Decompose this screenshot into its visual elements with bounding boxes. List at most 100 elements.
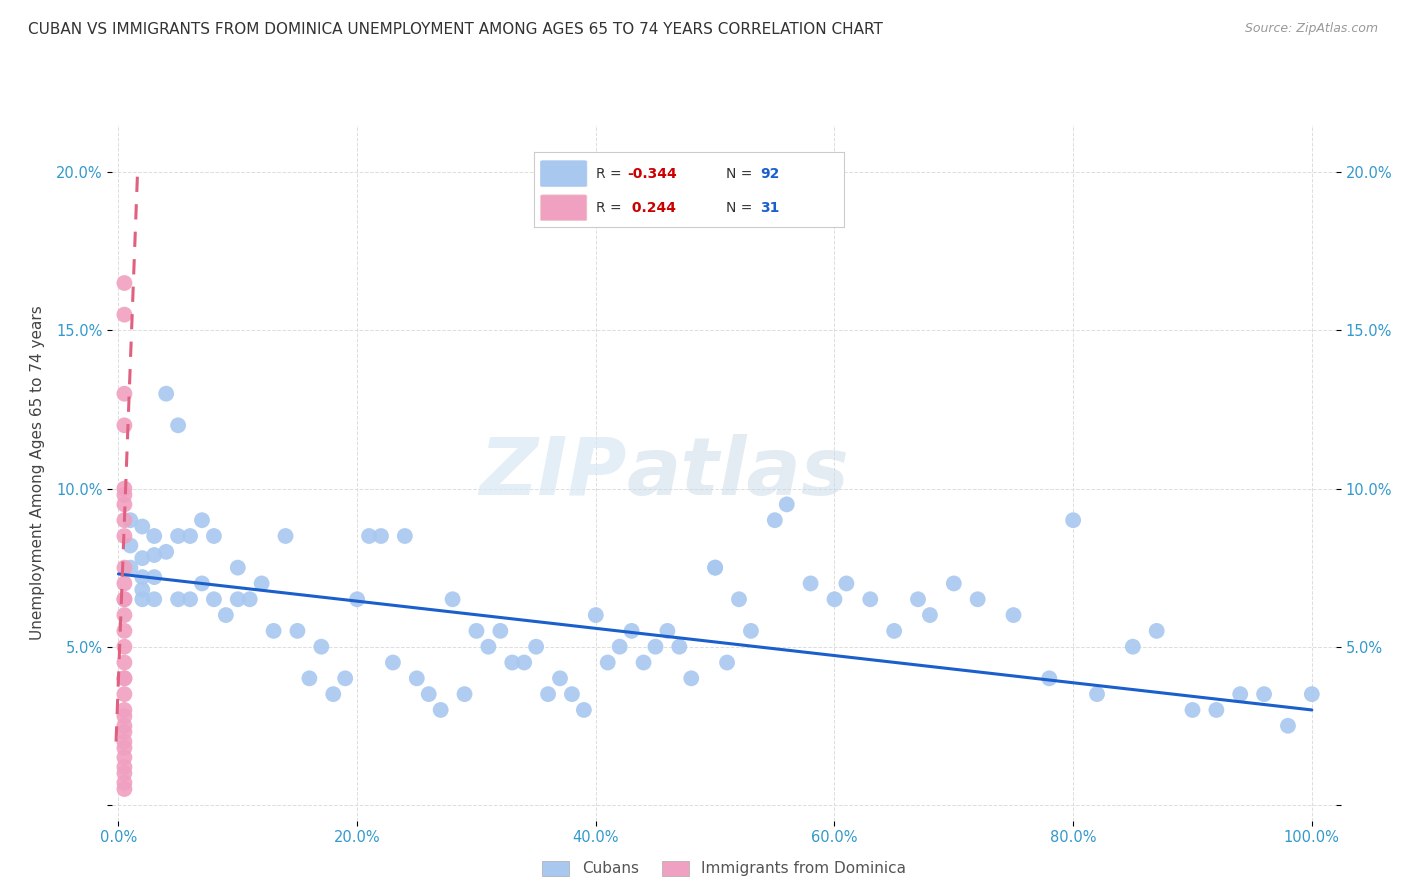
Point [763,513,786,527]
Point [112,734,135,748]
Point [668,640,690,654]
Point [1301,687,1323,701]
Point [465,624,488,638]
Point [1062,513,1084,527]
Point [226,592,249,607]
Point [418,687,440,701]
Point [942,576,965,591]
Point [202,529,225,543]
Point [716,656,738,670]
Point [112,308,135,322]
Point [120,539,142,553]
Point [112,529,135,543]
Point [800,576,823,591]
Point [429,703,451,717]
Point [776,497,799,511]
Point [155,545,177,559]
Point [112,624,135,638]
Point [112,740,135,755]
Point [477,640,499,654]
Point [112,782,135,797]
Point [191,513,214,527]
Point [112,497,135,511]
Point [167,592,190,607]
Text: R =: R = [596,167,626,180]
Point [357,529,380,543]
Point [120,513,142,527]
Point [609,640,631,654]
Text: 92: 92 [761,167,779,180]
Text: Source: ZipAtlas.com: Source: ZipAtlas.com [1244,22,1378,36]
Point [596,656,619,670]
Text: -0.344: -0.344 [627,167,676,180]
Point [704,560,727,574]
Point [620,624,643,638]
Point [370,529,392,543]
Point [441,592,464,607]
Point [501,656,523,670]
Point [191,576,214,591]
Point [131,570,153,584]
Point [143,529,166,543]
Point [263,624,285,638]
Point [112,488,135,502]
Point [524,640,547,654]
Point [1181,703,1204,717]
Point [202,592,225,607]
Point [112,766,135,780]
Point [143,548,166,562]
Point [704,560,727,574]
Point [112,386,135,401]
Text: CUBAN VS IMMIGRANTS FROM DOMINICA UNEMPLOYMENT AMONG AGES 65 TO 74 YEARS CORRELA: CUBAN VS IMMIGRANTS FROM DOMINICA UNEMPL… [28,22,883,37]
Text: ZIP: ZIP [479,434,626,512]
Text: 0.244: 0.244 [627,201,676,215]
Point [179,592,201,607]
Point [489,624,512,638]
Point [1229,687,1251,701]
Point [287,624,309,638]
Point [131,592,153,607]
Text: N =: N = [725,167,756,180]
Point [112,576,135,591]
Point [112,703,135,717]
Point [633,656,655,670]
Point [131,551,153,566]
Point [112,513,135,527]
Point [112,592,135,607]
Point [453,687,475,701]
Point [907,592,929,607]
Point [1253,687,1275,701]
Point [112,687,135,701]
Point [1122,640,1144,654]
Text: atlas: atlas [626,434,849,512]
Point [1277,719,1299,733]
Point [1085,687,1108,701]
Point [1002,608,1025,623]
Point [112,592,135,607]
Point [112,709,135,723]
Point [112,418,135,433]
Point [572,703,595,717]
Point [298,671,321,685]
Point [322,687,344,701]
Point [394,529,416,543]
Point [112,640,135,654]
Point [112,719,135,733]
Point [835,576,858,591]
Point [1146,624,1168,638]
Point [120,560,142,574]
Point [112,671,135,685]
FancyBboxPatch shape [540,194,586,220]
Point [824,592,846,607]
Point [112,560,135,574]
Point [561,687,583,701]
Point [537,687,560,701]
Point [143,592,166,607]
Point [112,671,135,685]
Point [250,576,273,591]
Point [966,592,988,607]
Point [859,592,882,607]
Point [112,760,135,774]
Point [179,529,201,543]
Point [548,671,571,685]
